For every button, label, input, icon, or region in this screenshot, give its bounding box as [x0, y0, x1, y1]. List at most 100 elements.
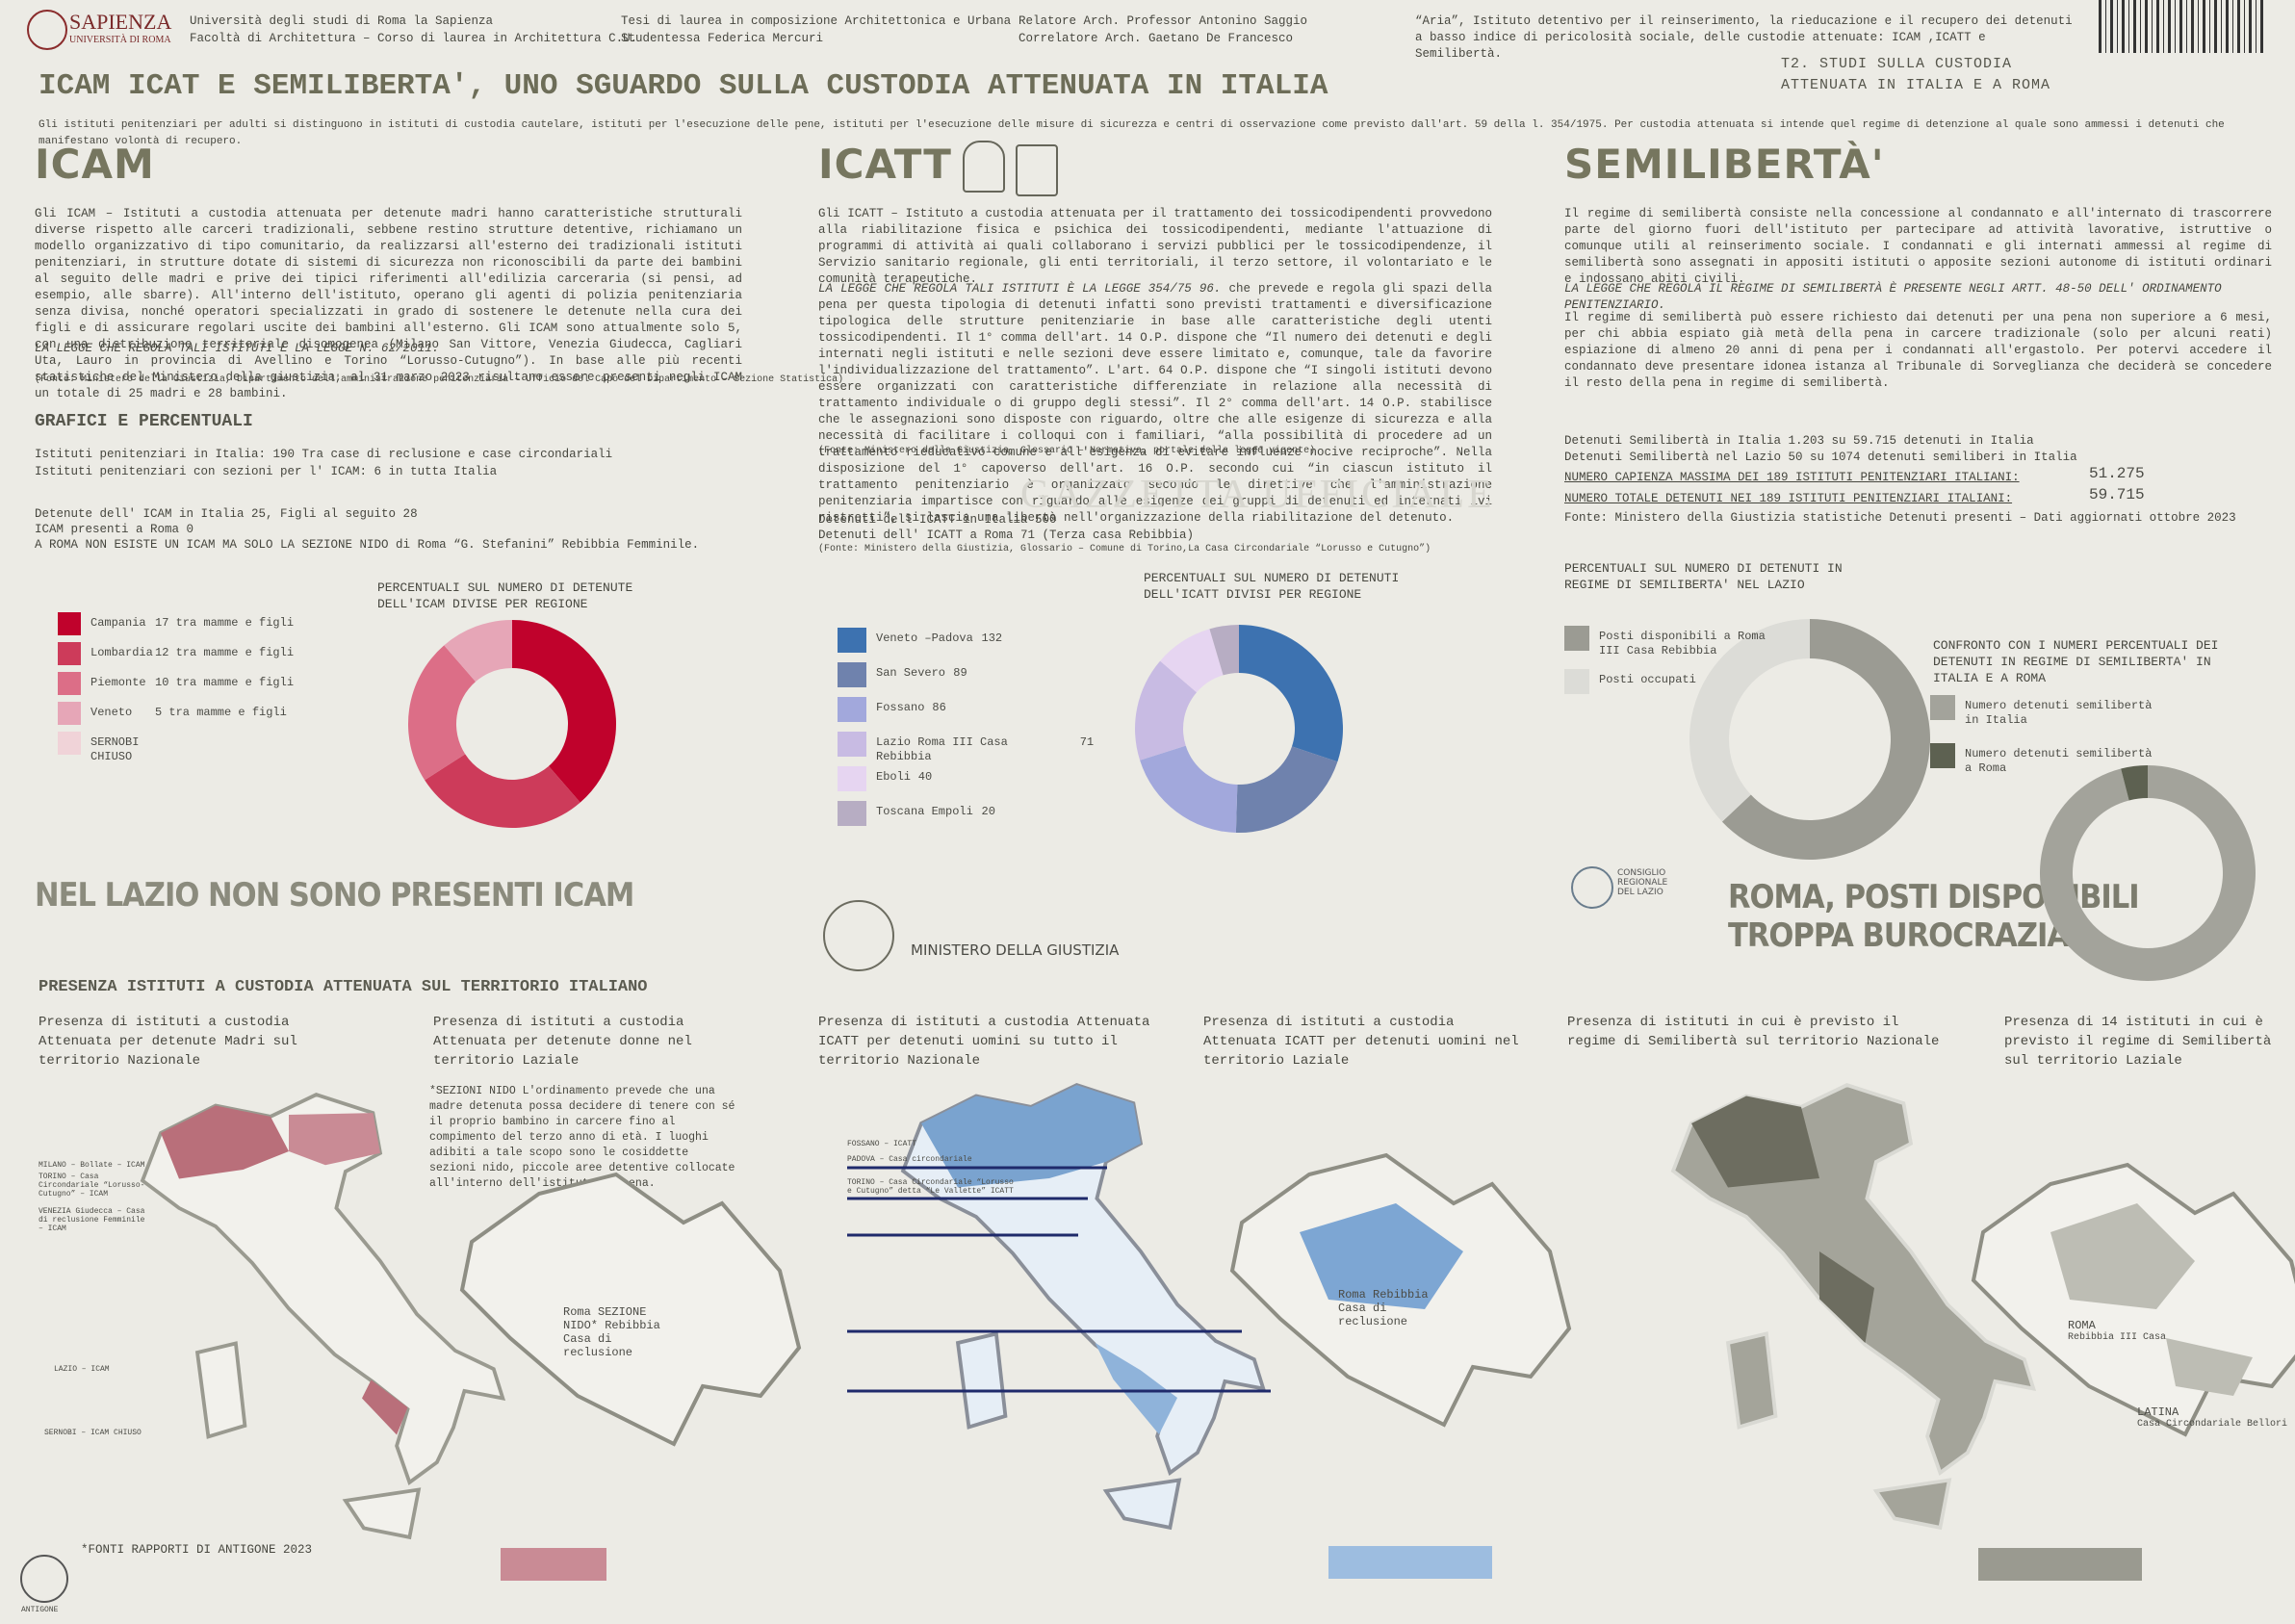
region [362, 1379, 408, 1435]
legend-value: 17 tra mamme e figli [155, 616, 295, 630]
legend-value: 20 [981, 805, 995, 818]
region [1819, 1251, 1874, 1343]
paragraph: Gli ICATT – Istituto a custodia attenuat… [818, 207, 1492, 286]
map-legend [1328, 1546, 1492, 1579]
map-label: TORINO – Casa Circondariale “Lorusso e C… [847, 1178, 1014, 1196]
header-line: Studentessa Federica Mercuri [621, 32, 824, 45]
legend-label: Veneto [90, 706, 133, 719]
consiglio: CONSIGLIO REGIONALE DEL LAZIO [1617, 868, 1668, 897]
main-title: ICAM ICAT E SEMILIBERTA', UNO SGUARDO SU… [39, 69, 1328, 103]
map-italy [1671, 1083, 2036, 1530]
map-caption: Presenza di istituti in cui è previsto i… [1567, 1015, 1940, 1049]
legend-swatch [838, 662, 866, 687]
legend-label: Piemonte [90, 676, 146, 689]
banner: NEL LAZIO NON SONO PRESENTI ICAM [35, 876, 634, 915]
map-caption: Presenza di istituti a custodia Attenuat… [433, 1015, 692, 1069]
section-title: GRAFICI E PERCENTUALI [35, 412, 253, 431]
chart-title: PERCENTUALI SUL NUMERO DI DETENUTI IN RE… [1564, 561, 1843, 592]
header-line: Tesi di laurea in composizione Architett… [621, 14, 1012, 28]
stat: Detenuti Semilibertà nel Lazio 50 su 107… [1564, 451, 2077, 464]
chart-title: PERCENTUALI SUL NUMERO DI DETENUTI DELL'… [1144, 571, 1400, 602]
map-label: Roma SEZIONE NIDO* Rebibbia Casa di recl… [563, 1305, 660, 1359]
stat: Detenute dell' ICAM in Italia 25, Figli … [35, 507, 418, 521]
map-caption: Presenza di istituti a custodia Attenuat… [39, 1015, 297, 1069]
icon [963, 141, 1005, 193]
section-heading: ICAM [35, 141, 155, 188]
legend-label: Veneto –Padova [876, 632, 973, 645]
legend-label: Posti occupati [1599, 673, 1696, 686]
legend-label: Lazio Roma III Casa Rebibbia [876, 735, 1008, 763]
legend-label: Numero detenuti semilibertà in Italia [1965, 699, 2153, 727]
legend-label: SERNOBI CHIUSO [90, 735, 140, 763]
paragraph: Il regime di semilibertà consiste nella … [1564, 207, 2272, 286]
legend-swatch [58, 732, 81, 755]
map-lazio [1230, 1153, 1571, 1427]
legend-value: 10 tra mamme e figli [155, 676, 295, 689]
legend-value: 89 [953, 666, 967, 680]
ministero: MINISTERO DELLA GIUSTIZIA [911, 941, 1120, 959]
legend-swatch [1930, 743, 1955, 768]
stat-value: 51.275 [2089, 465, 2145, 482]
header-project: “Aria”, Istituto detentivo per il reinse… [1415, 14, 2073, 61]
legend-swatch [58, 702, 81, 725]
legend-label: Eboli [876, 770, 912, 784]
paragraph-text: che prevede e regola gli spazi della pen… [818, 282, 1492, 525]
leader-lines [847, 1166, 1271, 1393]
legend-label: Toscana Empoli [876, 805, 973, 818]
law: LA LEGGE CHE REGOLA IL REGIME DI SEMILIB… [1564, 282, 2222, 312]
law: LA LEGGE CHE REGOLA TALI ISTITUTI È LA L… [35, 342, 440, 355]
stat-label: NUMERO CAPIENZA MASSIMA DEI 189 ISTITUTI… [1564, 471, 2020, 484]
stat: Istituti penitenziari con sezioni per l'… [35, 465, 498, 478]
section-heading: ICATT [818, 141, 952, 188]
map-caption: Presenza di istituti a custodia Attenuat… [818, 1015, 1150, 1069]
barcode [2099, 0, 2267, 53]
map-legend [1978, 1548, 2142, 1581]
map-italy [141, 1093, 505, 1539]
header-line: Università degli studi di Roma la Sapien… [190, 14, 494, 28]
banner: TROPPA BUROCRAZIA [1728, 916, 2070, 955]
stat-value: 59.715 [2089, 486, 2145, 503]
source: (Fonte: Ministero della Giustizia, Gloss… [818, 544, 1431, 554]
logo-seal [27, 10, 67, 50]
stat: Detenuti Semilibertà in Italia 1.203 su … [1564, 434, 2034, 448]
legend-swatch [838, 697, 866, 722]
source: Fonte: Ministero della Giustizia statist… [1564, 511, 2236, 525]
legend-label: Lombardia [90, 646, 153, 659]
legend-value: 5 tra mamme e figli [155, 706, 287, 719]
map-italy [901, 1083, 1266, 1530]
region [289, 1113, 380, 1166]
map-label: VENEZIA Giudecca – Casa di reclusione Fe… [39, 1207, 145, 1233]
gazzetta: GAZZETTA UFFICIALE [1020, 473, 1495, 517]
paragraph: LA LEGGE CHE REGOLA TALI ISTITUTI È LA L… [818, 281, 1492, 527]
map-label: PADOVA – Casa circondariale [847, 1155, 972, 1164]
map-label: Rebibbia III Casa [2068, 1332, 2167, 1343]
legend-value: 132 [981, 632, 1003, 645]
intro: Gli istituti penitenziari per adulti si … [39, 119, 2225, 147]
region [2050, 1203, 2195, 1309]
map-legend [501, 1548, 606, 1581]
section-heading: SEMILIBERTÀ' [1564, 141, 1885, 188]
stat: A ROMA NON ESISTE UN ICAM MA SOLO LA SEZ… [35, 538, 700, 552]
legend-label: Numero detenuti semilibertà a Roma [1965, 747, 2153, 775]
paragraph: Il regime di semilibertà può essere rich… [1564, 311, 2272, 390]
legend-value: 12 tra mamme e figli [155, 646, 295, 659]
legend-value: 86 [932, 701, 946, 714]
map-label: LATINA [2137, 1405, 2179, 1419]
emblem [823, 900, 894, 971]
legend-value: 40 [917, 770, 933, 784]
legend-swatch [838, 766, 866, 791]
chart-title: PERCENTUALI SUL NUMERO DI DETENUTE DELL'… [377, 580, 633, 611]
antigone: ANTIGONE [21, 1606, 59, 1614]
map-label: ROMA [2068, 1319, 2096, 1332]
region [1691, 1096, 1819, 1188]
source: (Fonte: Ministero della Giustizia, Dipar… [35, 374, 844, 385]
stat: Istituti penitenziari in Italia: 190 Tra… [35, 448, 613, 461]
icon [1016, 144, 1058, 196]
legend-label: Fossano [876, 701, 925, 714]
header-line: Relatore Arch. Professor Antonino Saggio [1019, 14, 1308, 28]
law: LA LEGGE CHE REGOLA TALI ISTITUTI È LA L… [818, 282, 1222, 296]
map-caption: Presenza di 14 istituti in cui è previst… [2004, 1015, 2272, 1069]
map-label: TORINO – Casa Circondariale “Lorusso-Cut… [39, 1173, 145, 1199]
